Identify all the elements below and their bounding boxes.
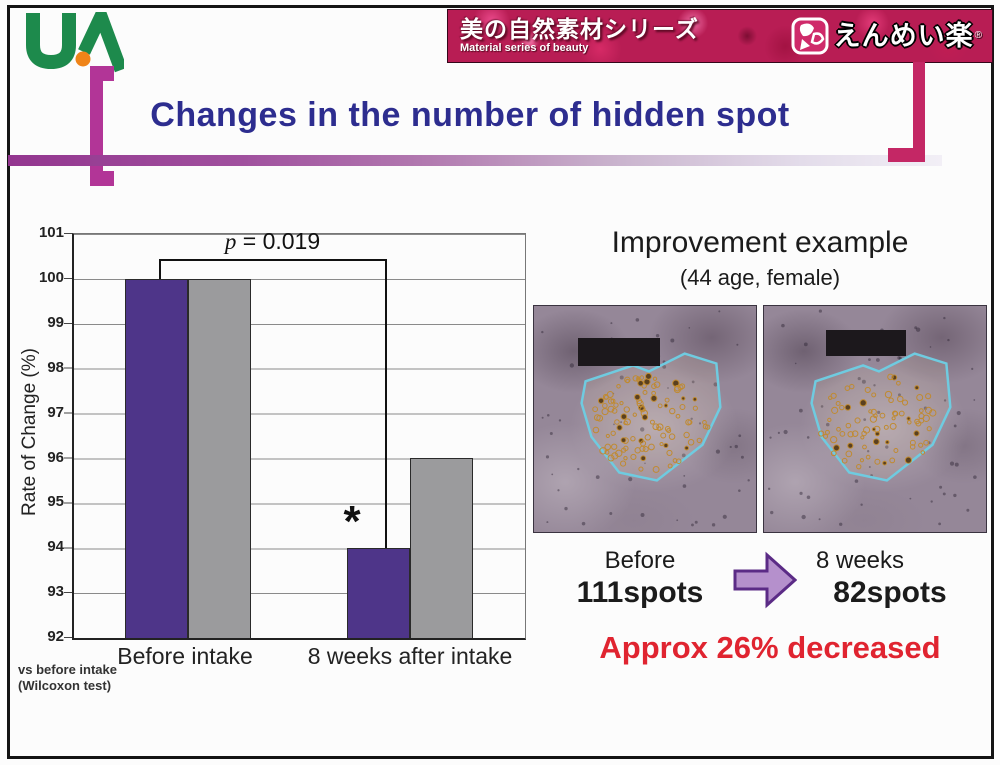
banner-series-title-jp: 美の自然素材シリーズ: [460, 16, 699, 42]
y-tick-100: 100: [38, 269, 64, 286]
y-tick-99: 99: [47, 314, 64, 331]
x-category-8weeks: 8 weeks after intake: [307, 643, 513, 669]
significance-bracket-horizontal: [159, 259, 386, 261]
bar-gray-before-intake: [188, 278, 251, 638]
privacy-censor-bar: [826, 330, 906, 356]
logo-lambda-shape: [78, 12, 124, 73]
detected-spots: [818, 373, 937, 470]
brand-flower-icon: [791, 17, 829, 55]
footnote-line-1: vs before intake: [18, 662, 117, 677]
y-axis-tick-marks: [64, 233, 72, 639]
slide-title: Changes in the number of hidden spot: [150, 96, 790, 134]
before-label: Before: [604, 547, 676, 574]
skin-photo-after: [763, 305, 987, 533]
logo-orange-dot: [75, 51, 91, 67]
conclusion-text: Approx 26% decreased: [599, 630, 941, 665]
after-spot-count: 82spots: [833, 576, 947, 609]
y-tick-93: 93: [47, 583, 64, 600]
header-banner: 美の自然素材シリーズ Material series of beauty えんめ…: [447, 9, 993, 63]
y-tick-95: 95: [47, 493, 64, 510]
flower-petal-2: [810, 32, 824, 45]
title-bracket-right: [888, 62, 925, 162]
y-tick-98: 98: [47, 359, 64, 376]
detected-spots: [592, 372, 711, 473]
p-value-number: = 0.019: [242, 228, 321, 254]
bar-chart-plot-area: p = 0.019 *: [72, 228, 526, 640]
logo-u-shape: [26, 13, 76, 70]
before-spot-count: 111spots: [576, 576, 704, 609]
brand-lockup: えんめい楽 ®: [790, 16, 982, 56]
banner-series-title-en: Material series of beauty: [460, 42, 589, 54]
flower-petal-3: [799, 39, 810, 50]
significance-bracket-right-tick: [385, 259, 387, 548]
banner-series-title: 美の自然素材シリーズ Material series of beauty: [460, 18, 699, 54]
right-arrow-icon: [733, 551, 797, 609]
y-tick-101: 101: [38, 224, 64, 241]
title-divider-line: [8, 155, 942, 166]
bar-purple-8weeks: [347, 548, 410, 638]
after-label: 8 weeks: [815, 547, 905, 574]
p-value-variable: p: [224, 229, 237, 254]
flower-petal-1: [799, 23, 814, 37]
privacy-censor-bar: [578, 338, 660, 366]
registered-trademark-mark: ®: [974, 30, 982, 41]
example-subject: (44 age, female): [679, 265, 841, 290]
skin-analysis-overlay-after: [767, 309, 977, 526]
y-tick-94: 94: [47, 538, 64, 555]
y-tick-96: 96: [47, 449, 64, 466]
footnote-line-2: (Wilcoxon test): [18, 678, 112, 693]
y-tick-97: 97: [47, 404, 64, 421]
example-heading: Improvement example: [611, 226, 909, 259]
x-category-before-intake: Before intake: [117, 643, 253, 669]
chart-footnote: vs before intake (Wilcoxon test): [18, 662, 117, 694]
significance-bracket-left-tick: [159, 259, 161, 279]
bar-gray-8weeks: [410, 458, 473, 638]
p-value-label: p = 0.019: [159, 228, 386, 255]
brand-name: えんめい楽: [833, 20, 974, 51]
company-logo-ua: [26, 12, 124, 73]
bar-purple-before-intake: [125, 278, 188, 638]
y-tick-92: 92: [47, 628, 64, 645]
skin-photo-before: [533, 305, 757, 533]
skin-speckles: [767, 309, 977, 526]
significance-asterisk: *: [343, 497, 361, 546]
skin-analysis-overlay-before: [541, 310, 750, 527]
